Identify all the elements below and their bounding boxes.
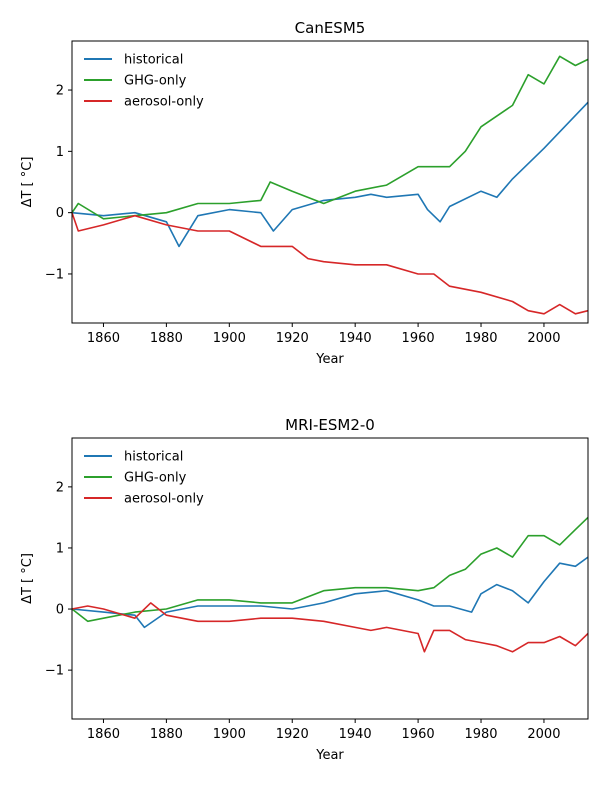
x-axis-label: Year [315,748,344,763]
series-line-historical [71,101,589,248]
x-axis-label: Year [315,352,344,367]
x-tick-label: 1900 [213,727,246,742]
y-tick-label: 1 [56,541,64,556]
x-tick-label: 1860 [87,331,120,346]
plot-frame [71,40,589,324]
y-tick-label: 1 [56,145,64,160]
y-axis-label: ΔT [ °C] [20,157,35,208]
series-line-aerosol-only [71,602,589,653]
chart-title: MRI-ESM2-0 [285,416,375,434]
x-tick-label: 2000 [527,331,560,346]
x-tick-label: 1940 [339,331,372,346]
x-tick-label: 1980 [464,727,497,742]
legend-label: historical [124,53,183,68]
chart-panel-1: 1860 1880 1900 1920 1940 1960 1980 2000 −1 0 1 2 Can… [20,19,589,367]
chart-title: CanESM5 [295,19,366,37]
x-tick-label: 1880 [150,331,183,346]
x-tick-label: 2000 [527,727,560,742]
y-axis-label: ΔT [ °C] [20,553,35,604]
x-tick-label: 1980 [464,331,497,346]
x-tick-label: 1880 [150,727,183,742]
legend-label: historical [124,450,183,465]
x-tick-label: 1920 [276,331,309,346]
x-tick-label: 1960 [402,331,435,346]
series-line-historical [71,556,589,629]
chart-panel-2: 1860 1880 1900 1920 1940 1960 1980 2000 −1 0 1 2 MRI… [20,416,589,763]
plot-frame [71,437,589,720]
legend-label: GHG-only [124,74,187,89]
x-tick-label: 1940 [339,727,372,742]
legend-label: aerosol-only [124,492,204,507]
series-line-aerosol-only [71,212,589,315]
legend-label: aerosol-only [124,95,204,110]
y-tick-label: 2 [56,480,64,495]
x-tick-label: 1900 [213,331,246,346]
series-line-ghg-only [71,516,589,623]
x-tick-label: 1960 [402,727,435,742]
y-tick-label: −1 [45,664,64,679]
x-tick-label: 1860 [87,727,120,742]
y-tick-label: 0 [56,206,64,221]
y-tick-label: −1 [45,267,64,282]
series-line-ghg-only [71,55,589,220]
y-tick-label: 2 [56,84,64,99]
legend-label: GHG-only [124,471,187,486]
y-tick-label: 0 [56,603,64,618]
x-tick-label: 1920 [276,727,309,742]
